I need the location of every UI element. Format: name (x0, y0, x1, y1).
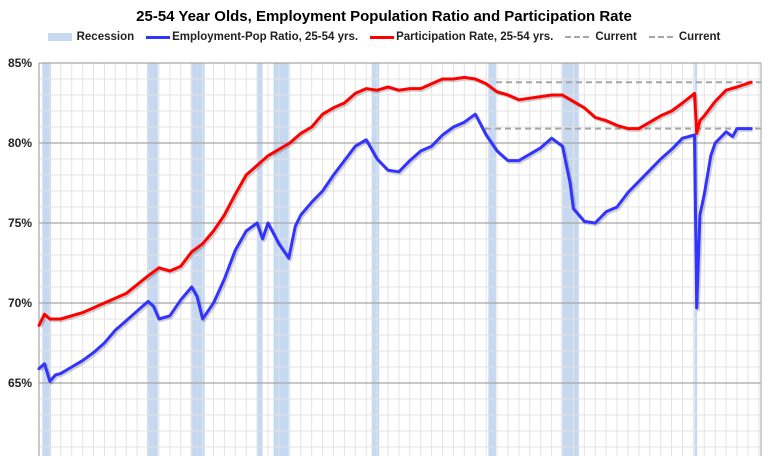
recession-band (257, 63, 263, 456)
employment-pop-line (37, 112, 753, 383)
dashed-line-swatch-icon (648, 36, 673, 38)
legend-label: Current (678, 31, 721, 43)
y-tick-85: 85% (7, 56, 32, 70)
legend-label: Current (595, 31, 637, 43)
legend-recession: Recession (47, 31, 135, 43)
legend-participation: Participation Rate, 25-54 yrs. (370, 31, 553, 43)
recession-swatch-icon (47, 33, 72, 41)
y-tick-65: 65% (7, 376, 32, 390)
legend-current-1: Current (565, 31, 637, 43)
y-tick-80: 80% (7, 136, 32, 150)
recession-band (190, 63, 205, 456)
recession-band (273, 63, 289, 456)
recession-band (371, 63, 380, 456)
current-lines (485, 81, 761, 130)
legend-label: Employment-Pop Ratio, 25-54 yrs. (172, 31, 359, 43)
red-line-swatch-icon (370, 35, 395, 39)
recession-band (488, 63, 496, 456)
recession-band (561, 63, 579, 456)
recession-band (146, 63, 158, 456)
dashed-line-swatch-icon (565, 36, 590, 38)
y-tick-70: 70% (7, 296, 32, 310)
legend-label: Participation Rate, 25-54 yrs. (396, 31, 554, 43)
blue-line-swatch-icon (146, 35, 171, 39)
data-series (37, 75, 754, 385)
y-tick-75: 75% (7, 216, 32, 230)
legend-current-2: Current (648, 31, 721, 43)
legend-employment-pop: Employment-Pop Ratio, 25-54 yrs. (146, 31, 358, 43)
recession-band (42, 63, 51, 456)
chart-title: 25-54 Year Olds, Employment Population R… (136, 8, 632, 25)
participation-rate-line (37, 75, 753, 327)
chart-legend: Recession Employment-Pop Ratio, 25-54 yr… (0, 31, 768, 43)
recession-bands (42, 63, 698, 456)
legend-label: Recession (76, 31, 135, 43)
